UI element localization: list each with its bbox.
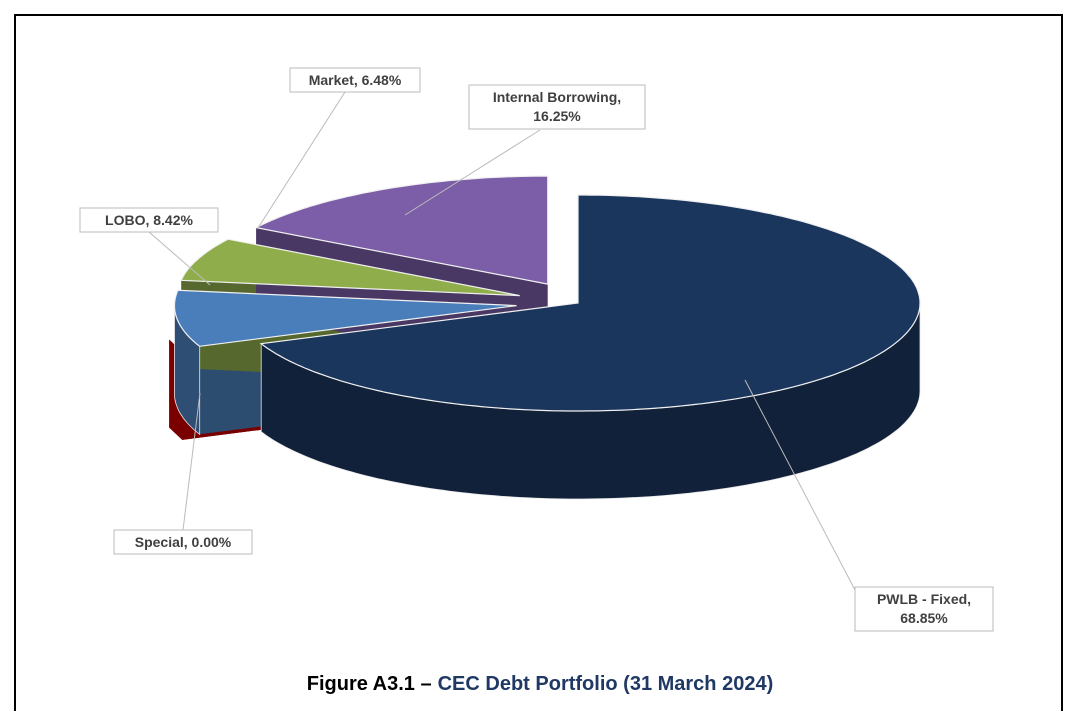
data-label: PWLB - Fixed, 68.85%	[877, 591, 971, 626]
data-label: LOBO, 8.42%	[105, 212, 193, 228]
slice-top	[254, 175, 549, 285]
label-box	[468, 84, 646, 130]
leader-line	[257, 91, 346, 229]
label-box	[113, 529, 253, 555]
slice-top	[180, 238, 520, 297]
chart-title: CEC Debt Portfolio (31 March 2024)	[438, 673, 774, 695]
labels: PWLB - Fixed, 68.85% Special, 0.00% LOBO, 8…	[79, 67, 994, 632]
pie	[169, 175, 921, 500]
leader-line	[148, 231, 211, 286]
caption-label: Figure A3.1 –	[307, 673, 432, 695]
caption: Figure A3.1 – CEC Debt Portfolio (31 Marc…	[307, 673, 773, 695]
data-label: Internal Borrowing, 16.25%	[493, 89, 621, 124]
label-box	[854, 586, 994, 632]
data-label: Special, 0.00%	[135, 534, 232, 550]
data-label: Market, 6.48%	[309, 72, 402, 88]
frame	[14, 14, 1063, 711]
leader-line	[404, 129, 541, 216]
slice-top	[173, 289, 517, 347]
leader-line	[182, 392, 201, 531]
label-box	[289, 67, 421, 93]
slice-top	[259, 194, 921, 412]
leader-line	[744, 379, 856, 591]
label-box	[79, 207, 219, 233]
